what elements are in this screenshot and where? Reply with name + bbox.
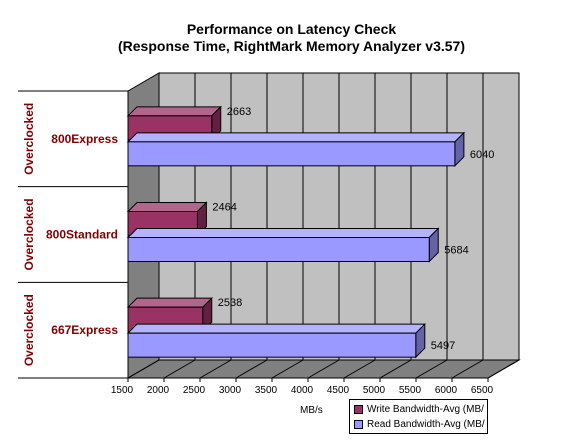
bar-top [126, 228, 440, 238]
bar-top [126, 106, 222, 117]
bar-top [126, 132, 466, 143]
x-axis-label: MB/s [300, 405, 323, 416]
legend-swatch-read [354, 419, 363, 429]
legend: Write Bandwidth-Avg (MB/ Read Bandwidth-… [349, 399, 488, 434]
data-label: 6040 [470, 149, 494, 161]
floor-gridline [379, 359, 412, 379]
x-tick-label: 3500 [255, 385, 278, 396]
floor-gridline [199, 359, 232, 379]
x-tick-label: 1500 [111, 385, 134, 396]
x-tick-label: 5000 [363, 385, 386, 396]
bar [127, 141, 456, 167]
bar [127, 237, 430, 262]
category-inner-label: 667Express [51, 323, 118, 337]
floor-gridline [271, 359, 304, 379]
x-tick-label: 3000 [219, 385, 242, 396]
legend-label-write: Write Bandwidth-Avg (MB/ [367, 403, 484, 415]
x-tick-label: 4000 [291, 385, 314, 396]
data-label: 5497 [431, 340, 455, 352]
x-tick-label: 4500 [327, 385, 350, 396]
floor-gridline [307, 359, 340, 379]
floor-gridline [451, 359, 484, 379]
category-outer-label: Overclocked [22, 294, 36, 366]
floor-gridline [487, 359, 520, 379]
x-tick-label: 6000 [435, 385, 458, 396]
bar [127, 332, 417, 358]
x-tick-label: 2500 [183, 385, 206, 396]
legend-swatch-write [354, 404, 363, 414]
data-label: 2464 [212, 202, 236, 214]
legend-label-read: Read Bandwidth-Avg (MB/ [367, 418, 485, 430]
floor-gridline [163, 359, 196, 379]
floor-gridline [343, 359, 376, 379]
chart-subtitle: (Response Time, RightMark Memory Analyze… [118, 38, 465, 54]
category-outer-label: Overclocked [22, 103, 36, 175]
legend-item-read: Read Bandwidth-Avg (MB/ [354, 417, 485, 431]
data-label: 2663 [227, 106, 251, 118]
floor-gridline [235, 359, 268, 379]
x-tick-label: 2000 [147, 385, 170, 396]
category-outer-label: Overclocked [22, 198, 36, 270]
data-label: 2538 [218, 297, 242, 309]
floor-gridline [415, 359, 448, 379]
data-label: 5684 [444, 245, 468, 257]
bar-top [126, 323, 426, 334]
bar-top [126, 202, 208, 212]
category-inner-label: 800Standard [46, 228, 118, 242]
legend-item-write: Write Bandwidth-Avg (MB/ [354, 402, 484, 416]
floor-gridline [127, 359, 160, 379]
bar-top [126, 297, 213, 308]
x-tick-label: 6500 [471, 385, 494, 396]
x-tick-label: 5500 [399, 385, 422, 396]
chart-title: Performance on Latency Check [186, 21, 397, 37]
category-inner-label: 800Express [51, 132, 118, 146]
